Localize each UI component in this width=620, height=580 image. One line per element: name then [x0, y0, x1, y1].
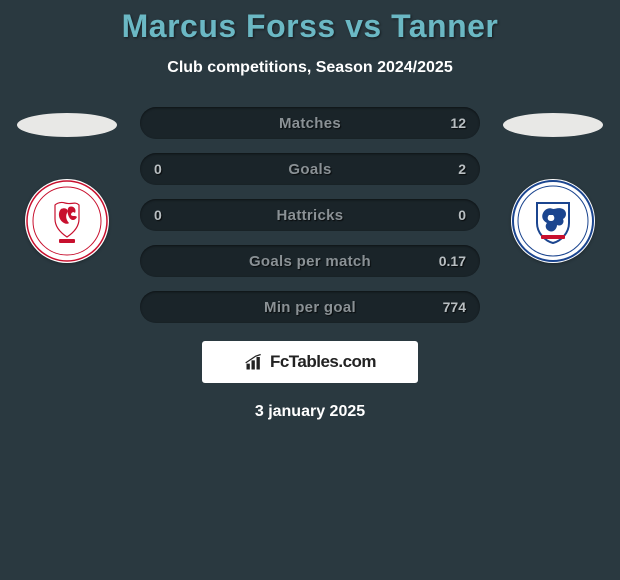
stat-right-value: 0.17: [439, 253, 466, 269]
right-player-oval: [503, 113, 603, 137]
right-player-col: [498, 107, 608, 263]
middlesbrough-crest-icon: [25, 179, 109, 263]
subtitle: Club competitions, Season 2024/2025: [0, 59, 620, 77]
stat-label: Matches: [279, 115, 341, 132]
stat-left-value: 0: [154, 161, 162, 177]
stat-row-min-per-goal: Min per goal 774: [140, 291, 480, 323]
main-row: Matches 12 0 Goals 2 0 Hattricks 0 Goals…: [0, 107, 620, 323]
brand-box: FcTables.com: [202, 341, 418, 383]
stat-label: Hattricks: [277, 207, 344, 224]
stat-row-goals: 0 Goals 2: [140, 153, 480, 185]
stat-right-value: 0: [458, 207, 466, 223]
left-crest-wrap: [25, 179, 109, 263]
stat-right-value: 774: [443, 299, 466, 315]
comparison-card: Marcus Forss vs Tanner Club competitions…: [0, 0, 620, 421]
date-text: 3 january 2025: [0, 403, 620, 421]
brand-text: FcTables.com: [270, 352, 376, 372]
stat-row-hattricks: 0 Hattricks 0: [140, 199, 480, 231]
stat-label: Goals per match: [249, 253, 371, 270]
stat-label: Goals: [288, 161, 331, 178]
stat-row-matches: Matches 12: [140, 107, 480, 139]
stat-right-value: 12: [450, 115, 466, 131]
right-crest-wrap: [511, 179, 595, 263]
stats-column: Matches 12 0 Goals 2 0 Hattricks 0 Goals…: [140, 107, 480, 323]
cardiff-crest: [511, 179, 595, 263]
stat-left-value: 0: [154, 207, 162, 223]
page-title: Marcus Forss vs Tanner: [0, 8, 620, 45]
bar-chart-icon: [244, 352, 264, 372]
stat-row-goals-per-match: Goals per match 0.17: [140, 245, 480, 277]
left-player-oval: [17, 113, 117, 137]
stat-label: Min per goal: [264, 299, 356, 316]
stat-right-value: 2: [458, 161, 466, 177]
left-player-col: [12, 107, 122, 263]
cardiff-crest-icon: [511, 179, 595, 263]
middlesbrough-crest: [25, 179, 109, 263]
